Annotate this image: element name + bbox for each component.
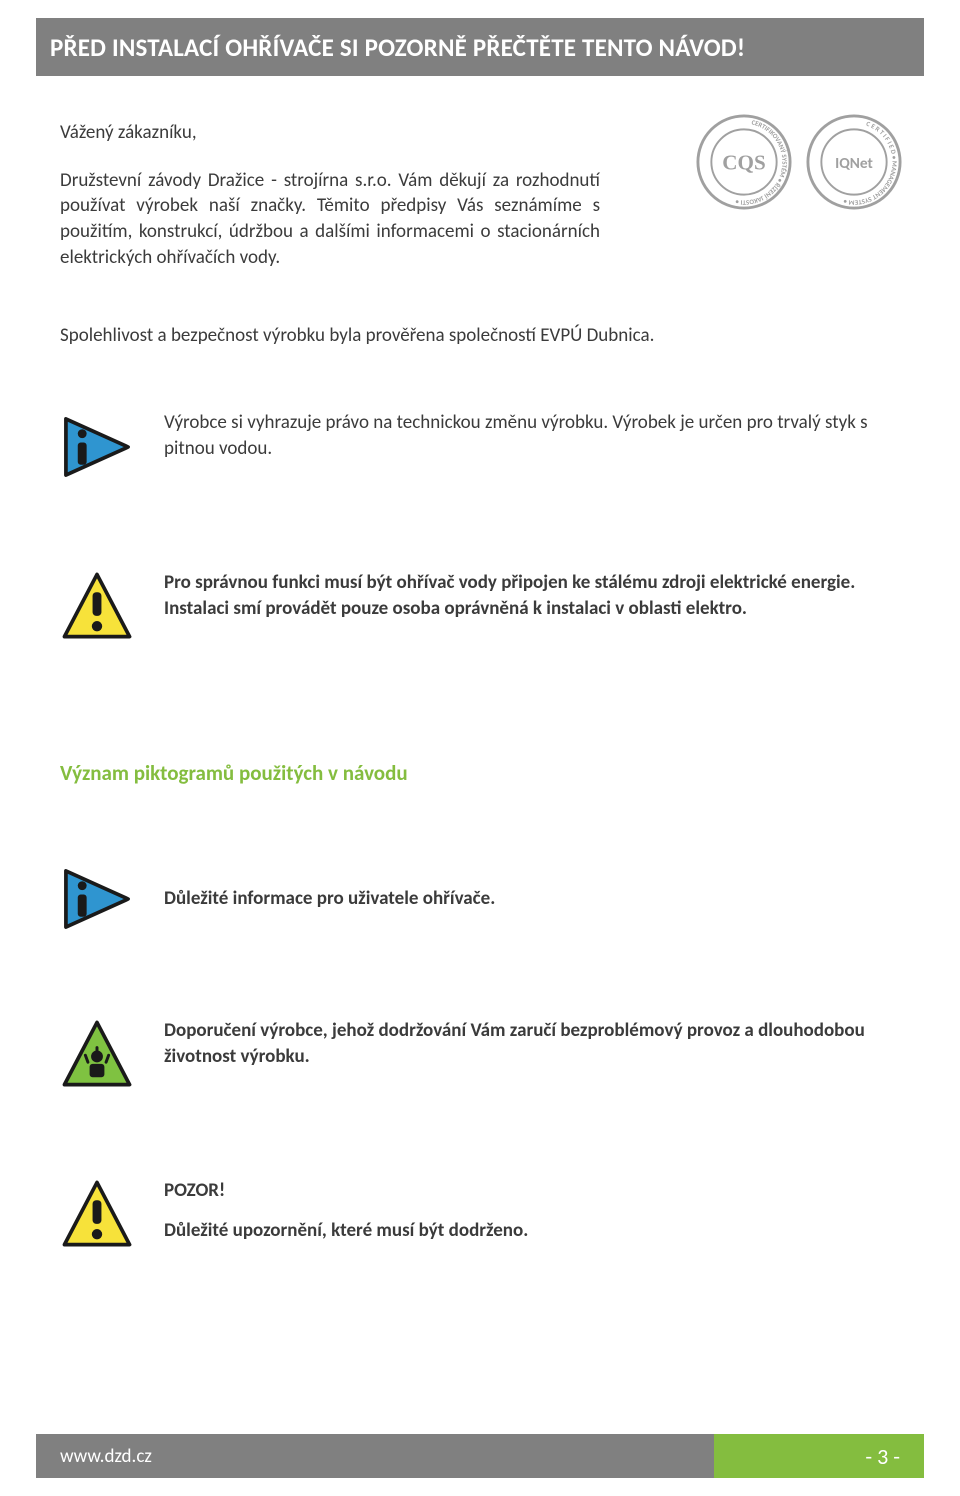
warning-icon	[60, 1178, 134, 1252]
warning-icon	[60, 570, 134, 644]
intro-block: Vážený zákazníku, Družstevní závody Draž…	[60, 120, 600, 292]
svg-text:CQS: CQS	[722, 151, 765, 175]
cqs-seal-icon: CERTIFIKOVANÝ SYSTÉM • ŘÍZENÍ JAKOSTI • …	[696, 114, 792, 210]
pictogram-recommend: Doporučení výrobce, jehož dodržování Vám…	[60, 1018, 900, 1092]
note-info-1-text: Výrobce si vyhrazuje právo na technickou…	[164, 410, 900, 461]
pictogram-pozor-block: POZOR! Důležité upozornění, které musí b…	[164, 1178, 900, 1243]
pictograms-section-title: Význam piktogramů použitých v návodu	[60, 760, 408, 786]
footer-page: - 3 -	[714, 1434, 924, 1478]
note-info-1: Výrobce si vyhrazuje právo na technickou…	[60, 410, 900, 484]
reliability-text: Spolehlivost a bezpečnost výrobku byla p…	[60, 324, 900, 347]
iqnet-seal-icon: C E R T I F I E D • MANAGEMENT SYSTEM • …	[806, 114, 902, 210]
pictogram-recommend-text: Doporučení výrobce, jehož dodržování Vám…	[164, 1018, 900, 1069]
pictogram-pozor: POZOR! Důležité upozornění, které musí b…	[60, 1178, 900, 1252]
recommend-icon	[60, 1018, 134, 1092]
greeting: Vážený zákazníku,	[60, 120, 600, 146]
header-banner: PŘED INSTALACÍ OHŘÍVAČE SI POZORNĚ PŘEČT…	[36, 18, 924, 76]
certification-seals: CERTIFIKOVANÝ SYSTÉM • ŘÍZENÍ JAKOSTI • …	[696, 114, 902, 210]
footer-url: www.dzd.cz	[36, 1434, 714, 1478]
pozor-text: Důležité upozornění, které musí být dodr…	[164, 1218, 900, 1244]
note-warning-1: Pro správnou funkci musí být ohřívač vod…	[60, 570, 900, 644]
info-icon	[60, 862, 134, 936]
info-icon	[60, 410, 134, 484]
pictogram-info-text: Důležité informace pro uživatele ohřívač…	[164, 862, 900, 912]
pozor-label: POZOR!	[164, 1178, 900, 1204]
header-title: PŘED INSTALACÍ OHŘÍVAČE SI POZORNĚ PŘEČT…	[50, 32, 745, 63]
svg-text:IQNet: IQNet	[835, 154, 873, 173]
note-warning-1-text: Pro správnou funkci musí být ohřívač vod…	[164, 570, 900, 621]
pictogram-info: Důležité informace pro uživatele ohřívač…	[60, 862, 900, 936]
footer: www.dzd.cz - 3 -	[36, 1434, 924, 1478]
intro-paragraph: Družstevní závody Dražice - strojírna s.…	[60, 168, 600, 271]
